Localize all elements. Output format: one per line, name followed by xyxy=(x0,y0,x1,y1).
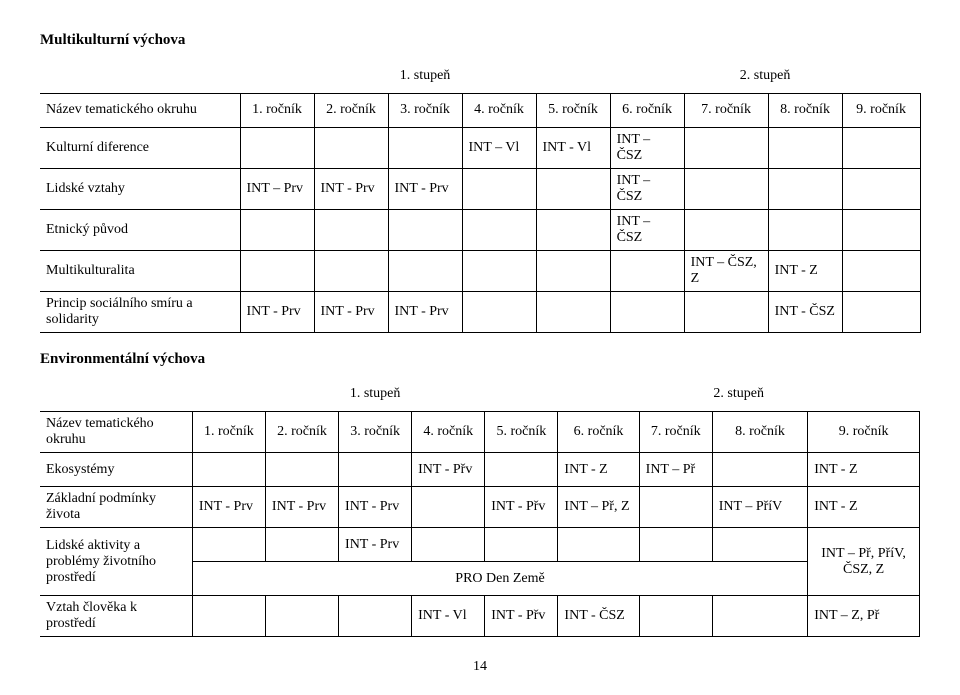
cell: INT – Z, Př xyxy=(808,596,920,637)
grade-header: 5. ročník xyxy=(536,93,610,127)
grade-header: 3. ročník xyxy=(339,412,412,453)
table-row: Ekosystémy INT - Přv INT - Z INT – Př IN… xyxy=(40,453,920,487)
cell: INT – Př xyxy=(639,453,712,487)
cell: INT - Prv xyxy=(192,487,265,528)
cell: INT - Z xyxy=(558,453,639,487)
table-row: Vztah člověka k prostředí INT - Vl INT -… xyxy=(40,596,920,637)
row-label: Ekosystémy xyxy=(40,453,192,487)
col-header: Název tematického okruhu xyxy=(40,93,240,127)
row-label: Lidské aktivity a problémy životního pro… xyxy=(40,528,192,596)
grade-header: 9. ročník xyxy=(808,412,920,453)
grade-header: 4. ročník xyxy=(412,412,485,453)
cell: INT – Prv xyxy=(240,168,314,209)
cell: INT - Prv xyxy=(314,168,388,209)
table-row: 1. stupeň 2. stupeň xyxy=(40,59,920,93)
cell: INT - Z xyxy=(808,487,920,528)
table-row: Lidské vztahy INT – Prv INT - Prv INT - … xyxy=(40,168,920,209)
row-label: Lidské vztahy xyxy=(40,168,240,209)
level2-header: 2. stupeň xyxy=(558,378,920,412)
table-row: Etnický původ INT – ČSZ xyxy=(40,209,920,250)
row-label: Vztah člověka k prostředí xyxy=(40,596,192,637)
cell: INT – Vl xyxy=(462,127,536,168)
grade-header: 3. ročník xyxy=(388,93,462,127)
cell: INT - Vl xyxy=(412,596,485,637)
row-label: Princip sociálního smíru a solidarity xyxy=(40,291,240,332)
level1-header: 1. stupeň xyxy=(240,59,610,93)
row-label: Kulturní diference xyxy=(40,127,240,168)
cell: INT - Přv xyxy=(412,453,485,487)
row-label: Základní podmínky života xyxy=(40,487,192,528)
grade-header: 7. ročník xyxy=(639,412,712,453)
table-row: 1. stupeň 2. stupeň xyxy=(40,378,920,412)
grade-header: 8. ročník xyxy=(712,412,807,453)
cell: INT - Vl xyxy=(536,127,610,168)
table-row: Název tematického okruhu 1. ročník 2. ro… xyxy=(40,93,920,127)
cell: INT – Př, Z xyxy=(558,487,639,528)
grade-header: 9. ročník xyxy=(842,93,920,127)
grade-header: 5. ročník xyxy=(485,412,558,453)
cell: INT - Prv xyxy=(265,487,338,528)
grade-header: 2. ročník xyxy=(265,412,338,453)
cell: INT - ČSZ xyxy=(558,596,639,637)
grade-header: 6. ročník xyxy=(558,412,639,453)
cell: INT – ČSZ, Z xyxy=(684,250,768,291)
level1-header: 1. stupeň xyxy=(192,378,558,412)
cell: INT - Prv xyxy=(388,168,462,209)
page-number: 14 xyxy=(40,659,920,675)
grade-header: 1. ročník xyxy=(192,412,265,453)
cell: INT – ČSZ xyxy=(610,209,684,250)
cell: INT – PříV xyxy=(712,487,807,528)
cell: INT - Z xyxy=(768,250,842,291)
cell: INT – ČSZ xyxy=(610,168,684,209)
section1-title: Multikulturní výchova xyxy=(40,32,920,49)
table-row: Princip sociálního smíru a solidarity IN… xyxy=(40,291,920,332)
grade-header: 6. ročník xyxy=(610,93,684,127)
cell: INT - Prv xyxy=(339,487,412,528)
table-row: Kulturní diference INT – Vl INT - Vl INT… xyxy=(40,127,920,168)
table-row: Lidské aktivity a problémy životního pro… xyxy=(40,528,920,562)
cell: INT - Přv xyxy=(485,596,558,637)
level2-header: 2. stupeň xyxy=(610,59,920,93)
grade-header: 2. ročník xyxy=(314,93,388,127)
row-label: Etnický původ xyxy=(40,209,240,250)
table-row: Základní podmínky života INT - Prv INT -… xyxy=(40,487,920,528)
cell: INT - Z xyxy=(808,453,920,487)
cell: INT - Přv xyxy=(485,487,558,528)
cell: INT - Prv xyxy=(339,528,412,562)
cell: INT - Prv xyxy=(388,291,462,332)
col-header: Název tematického okruhu xyxy=(40,412,192,453)
cell: INT - Prv xyxy=(314,291,388,332)
cell: INT - ČSZ xyxy=(768,291,842,332)
row-label: Multikulturalita xyxy=(40,250,240,291)
cell: INT – ČSZ xyxy=(610,127,684,168)
cell: INT – Př, PříV, ČSZ, Z xyxy=(808,528,920,596)
table-multikulturni: 1. stupeň 2. stupeň Název tematického ok… xyxy=(40,59,921,333)
cell-band: PRO Den Země xyxy=(192,562,807,596)
grade-header: 1. ročník xyxy=(240,93,314,127)
table-row: Multikulturalita INT – ČSZ, Z INT - Z xyxy=(40,250,920,291)
grade-header: 7. ročník xyxy=(684,93,768,127)
cell: INT - Prv xyxy=(240,291,314,332)
grade-header: 4. ročník xyxy=(462,93,536,127)
table-environmentalni: 1. stupeň 2. stupeň Název tematického ok… xyxy=(40,378,920,638)
grade-header: 8. ročník xyxy=(768,93,842,127)
section2-title: Environmentální výchova xyxy=(40,351,920,368)
